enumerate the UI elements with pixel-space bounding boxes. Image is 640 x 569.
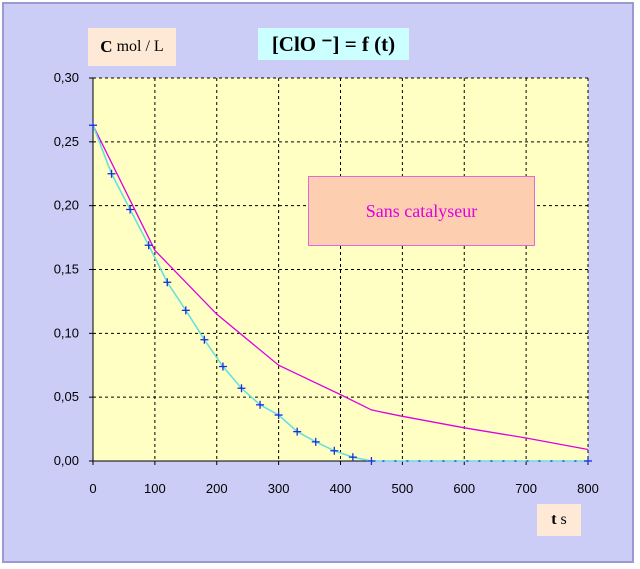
y-axis-symbol: C <box>100 37 113 56</box>
y-tick-label: 0,00 <box>54 453 79 468</box>
data-point-marker <box>330 446 339 455</box>
data-point-marker <box>237 384 246 393</box>
data-point-marker <box>311 437 320 446</box>
data-point-marker <box>200 335 209 344</box>
data-point-marker <box>256 400 265 409</box>
y-axis-label: C mol / L <box>88 28 176 66</box>
y-tick-label: 0,05 <box>54 389 79 404</box>
x-tick-label: 100 <box>144 481 166 496</box>
x-tick-label: 800 <box>577 481 599 496</box>
y-axis-unit: mol / L <box>116 38 164 55</box>
data-point-marker <box>144 241 153 250</box>
x-axis-label: t s <box>537 504 581 536</box>
data-point-marker <box>293 427 302 436</box>
y-tick-label: 0,20 <box>54 198 79 213</box>
data-point-marker <box>584 457 592 465</box>
data-point-marker <box>348 453 357 462</box>
data-point-marker <box>163 278 172 287</box>
data-point-marker <box>126 205 135 214</box>
data-point-marker <box>367 457 376 465</box>
series <box>89 121 592 465</box>
x-tick-label: 700 <box>515 481 537 496</box>
annotation-box: Sans catalyseur <box>308 176 535 246</box>
x-tick-label: 200 <box>206 481 228 496</box>
x-tick-label: 400 <box>330 481 352 496</box>
x-tick-label: 500 <box>392 481 414 496</box>
x-tick-label: 300 <box>268 481 290 496</box>
data-point-marker <box>89 121 97 130</box>
data-point-marker <box>107 169 116 178</box>
data-point-marker <box>274 411 283 420</box>
data-point-marker <box>181 306 190 315</box>
y-tick-label: 0,10 <box>54 325 79 340</box>
y-tick-label: 0,15 <box>54 262 79 277</box>
data-point-marker <box>218 362 227 371</box>
chart-title: [ClO ⁻] = f (t) <box>258 28 409 60</box>
series-sans-catalyseur <box>92 124 589 451</box>
x-tick-label: 600 <box>453 481 475 496</box>
y-tick-label: 0,30 <box>54 70 79 85</box>
y-tick-label: 0,25 <box>54 134 79 149</box>
x-tick-label: 0 <box>89 481 96 496</box>
x-axis-symbol: t <box>551 511 557 528</box>
tick-labels: 0 100 200 300 400 500 600 700 800 0,00 0,05 0,10 0,1… <box>54 70 599 496</box>
x-axis-unit: s <box>560 511 567 528</box>
